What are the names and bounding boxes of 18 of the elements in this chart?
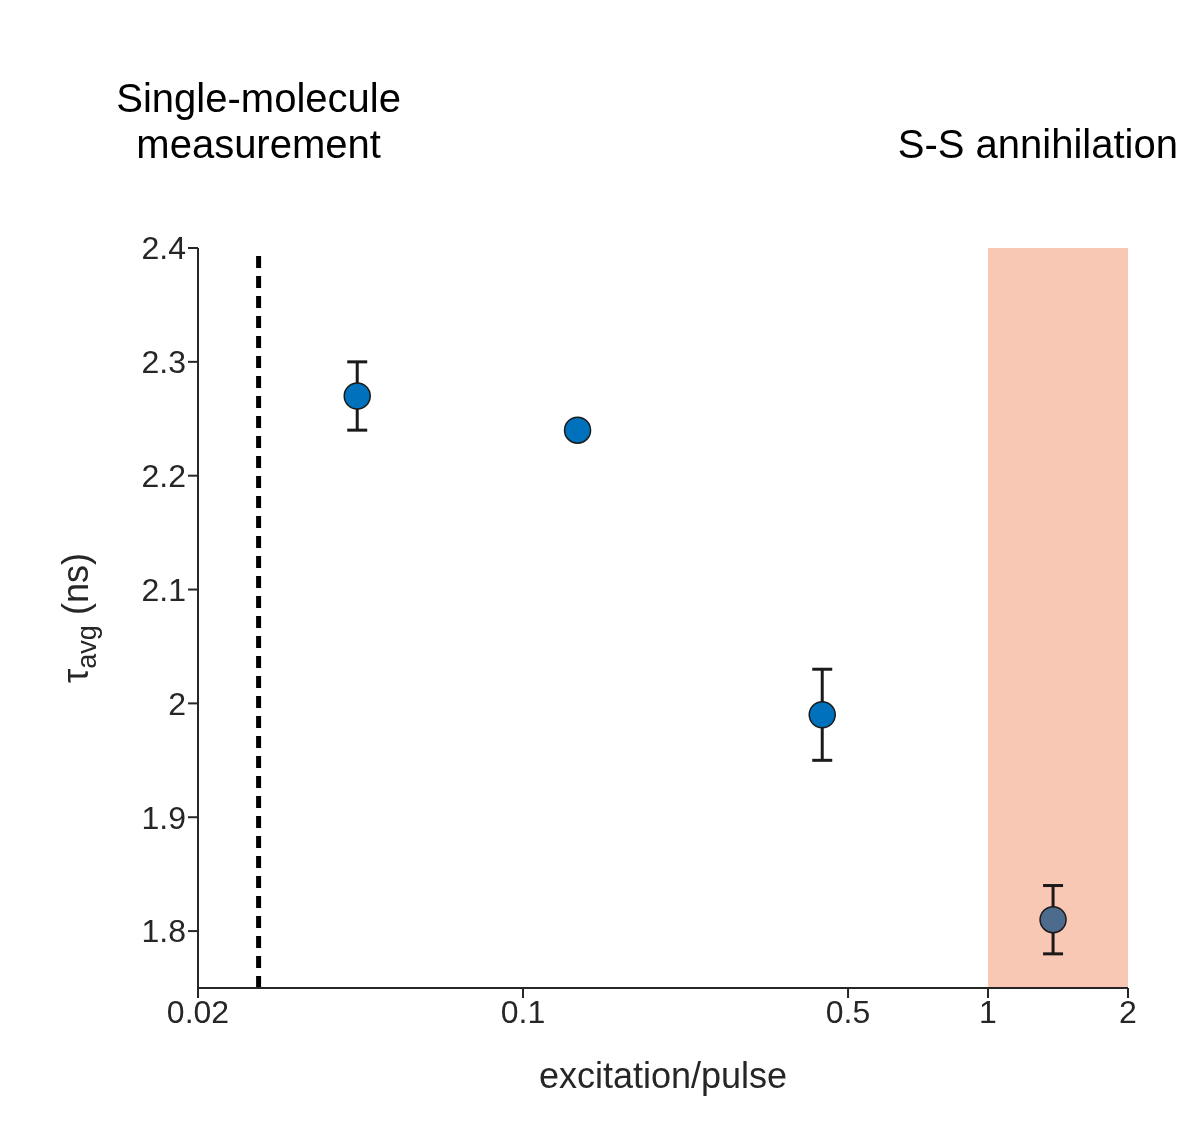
y-tick-label: 2.3 — [141, 344, 186, 381]
x-tick-label: 0.02 — [166, 993, 230, 1030]
x-tick-label: 1 — [979, 993, 997, 1030]
y-tick-label: 1.9 — [141, 799, 186, 836]
x-tick-label: 0.1 — [500, 993, 546, 1030]
y-tick-label: 1.8 — [141, 913, 186, 950]
x-tick-label: 0.5 — [825, 993, 871, 1030]
point — [808, 701, 836, 729]
y-tick-label: 2 — [168, 685, 186, 722]
point — [1039, 905, 1067, 934]
band-label: S-S annihilation — [897, 122, 1178, 166]
y-tick-label: 2.4 — [141, 230, 186, 267]
y-tick-label: 2.2 — [141, 458, 186, 495]
x-axis-title: excitation/pulse — [538, 1055, 788, 1096]
y-tick-label: 2.1 — [141, 571, 186, 608]
ref-line-label: Single-molecule measurement — [116, 76, 401, 166]
x-tick-label: 2 — [1119, 993, 1137, 1030]
point — [343, 382, 371, 410]
